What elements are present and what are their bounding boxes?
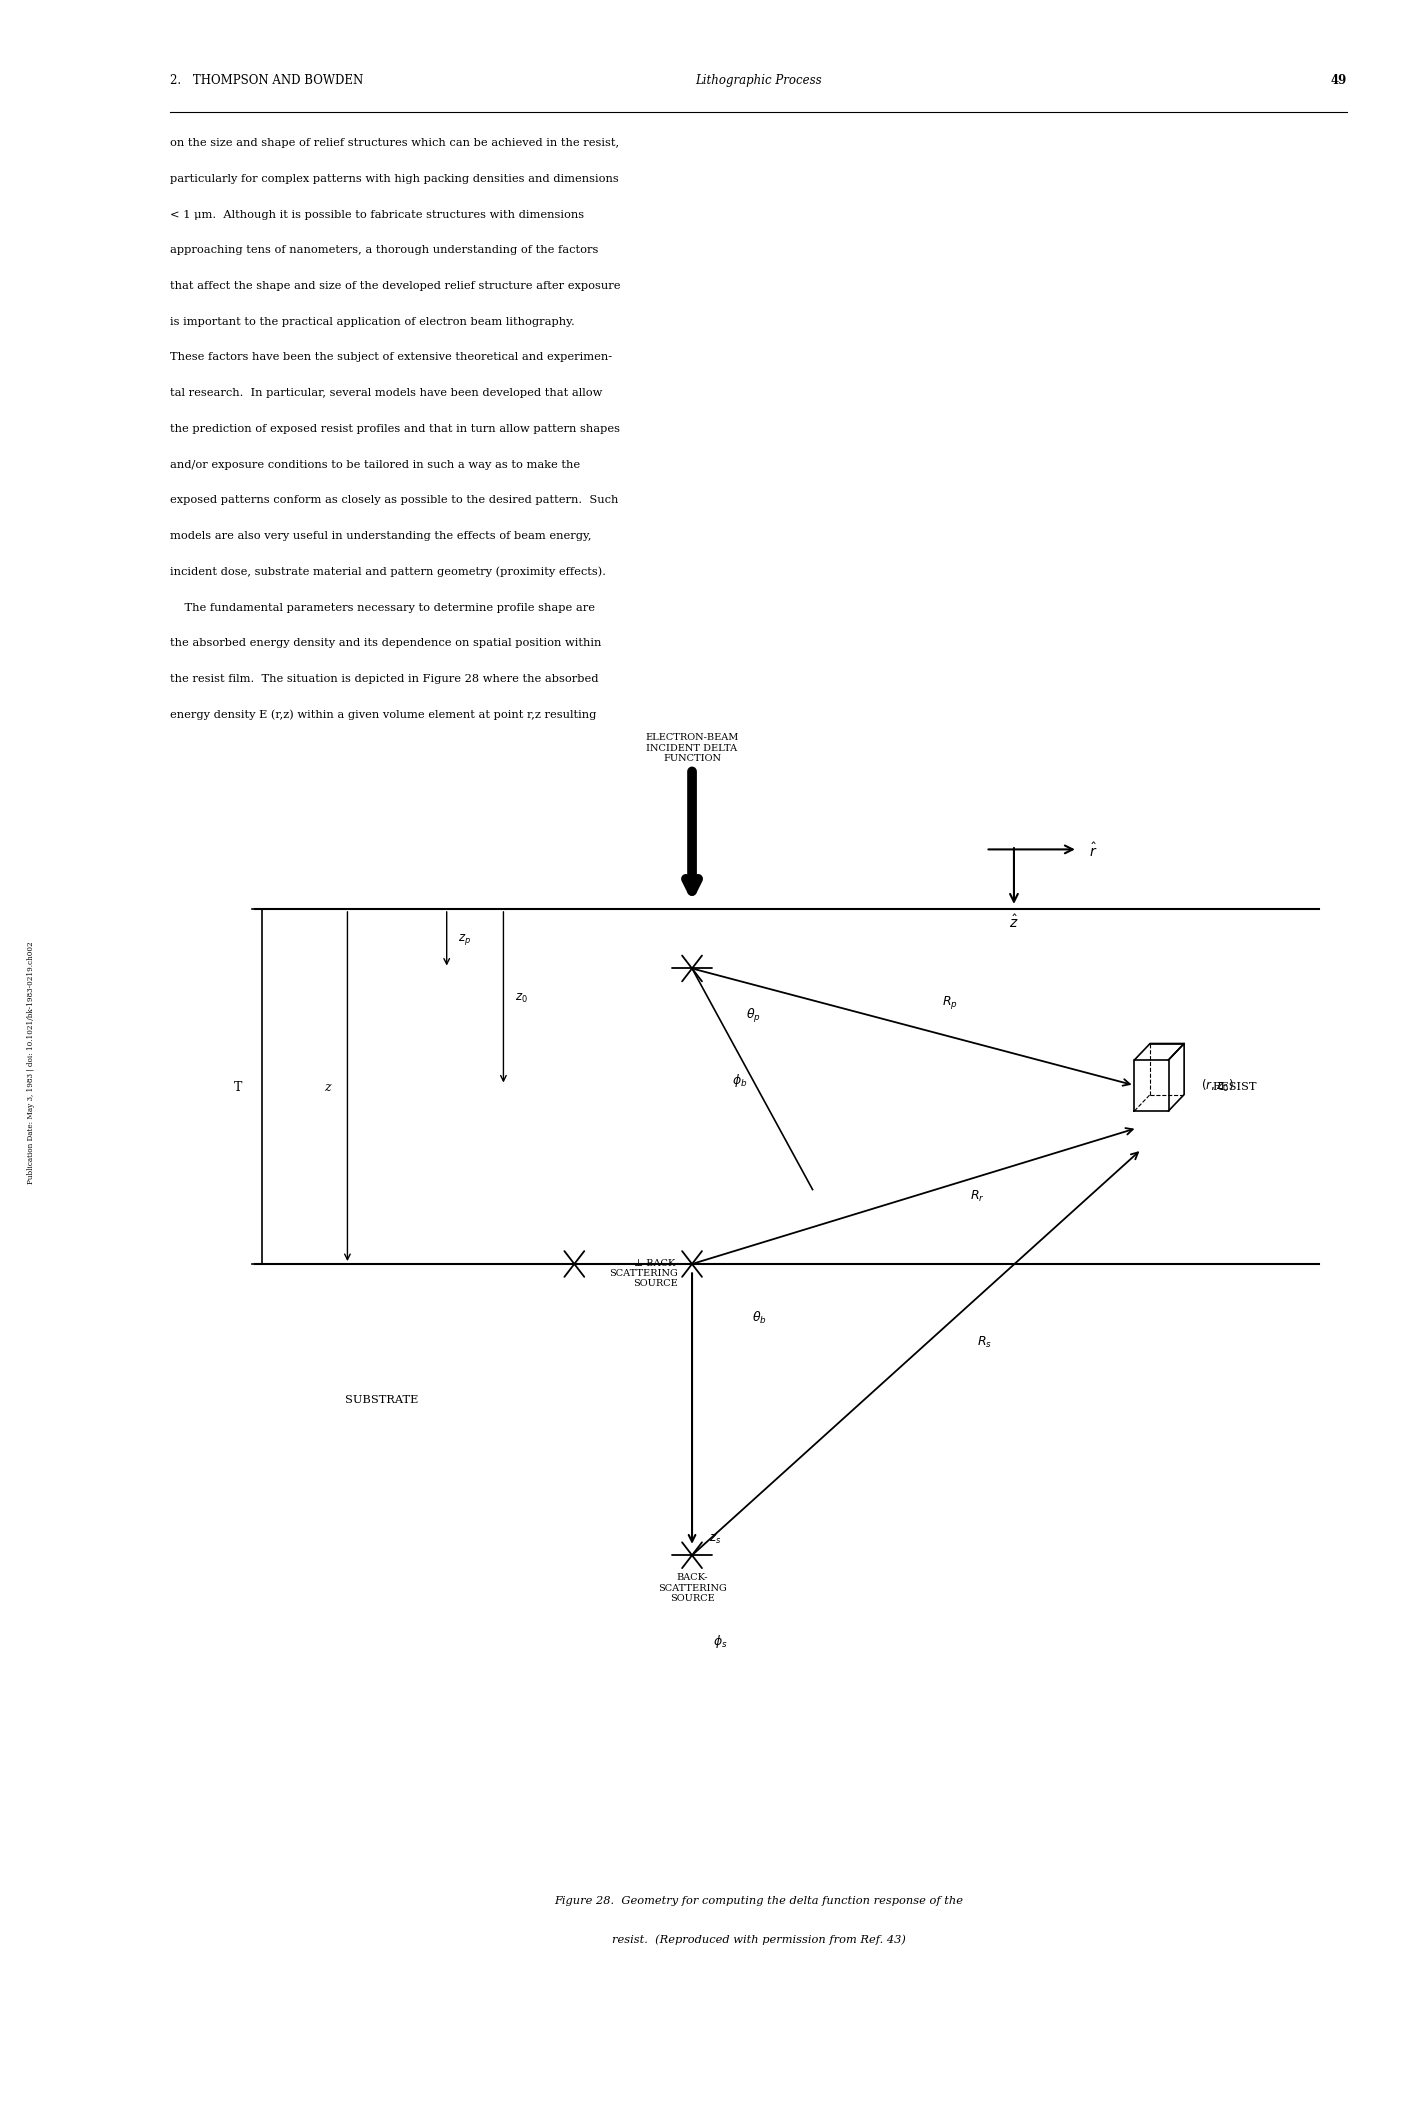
Text: T: T <box>234 1080 242 1094</box>
Text: Figure 28.  Geometry for computing the delta function response of the: Figure 28. Geometry for computing the de… <box>554 1896 963 1906</box>
Text: $R_p$: $R_p$ <box>942 995 957 1009</box>
Text: $R_s$: $R_s$ <box>977 1334 993 1349</box>
Text: $(r,z_0)$: $(r,z_0)$ <box>1201 1077 1234 1094</box>
Text: resist.  (Reproduced with permission from Ref. 43): resist. (Reproduced with permission from… <box>611 1934 906 1944</box>
Text: ELECTRON-BEAM
INCIDENT DELTA
FUNCTION: ELECTRON-BEAM INCIDENT DELTA FUNCTION <box>645 733 739 763</box>
Text: SUBSTRATE: SUBSTRATE <box>345 1394 418 1405</box>
Text: incident dose, substrate material and pattern geometry (proximity effects).: incident dose, substrate material and pa… <box>170 567 605 578</box>
Text: models are also very useful in understanding the effects of beam energy,: models are also very useful in understan… <box>170 531 591 542</box>
Text: $z_0$: $z_0$ <box>515 990 527 1005</box>
Text: < 1 μm.  Although it is possible to fabricate structures with dimensions: < 1 μm. Although it is possible to fabri… <box>170 210 584 219</box>
Text: $\phi_b$: $\phi_b$ <box>732 1071 747 1088</box>
Text: RESIST: RESIST <box>1212 1082 1256 1092</box>
Text: that affect the shape and size of the developed relief structure after exposure: that affect the shape and size of the de… <box>170 280 621 291</box>
Text: $\hat{r}$: $\hat{r}$ <box>1089 842 1098 858</box>
Text: energy density E (r,z) within a given volume element at point r,z resulting: energy density E (r,z) within a given vo… <box>170 710 597 720</box>
Text: the absorbed energy density and its dependence on spatial position within: the absorbed energy density and its depe… <box>170 638 601 648</box>
Text: the resist film.  The situation is depicted in Figure 28 where the absorbed: the resist film. The situation is depict… <box>170 674 598 684</box>
Text: $\phi_s$: $\phi_s$ <box>713 1632 727 1649</box>
Text: $z_p$: $z_p$ <box>458 931 471 948</box>
Text: particularly for complex patterns with high packing densities and dimensions: particularly for complex patterns with h… <box>170 174 618 185</box>
Text: Lithographic Process: Lithographic Process <box>695 74 822 87</box>
Text: $\theta_b$: $\theta_b$ <box>752 1309 766 1326</box>
Text: on the size and shape of relief structures which can be achieved in the resist,: on the size and shape of relief structur… <box>170 138 620 149</box>
Text: $R_r$: $R_r$ <box>970 1188 984 1205</box>
Text: z: z <box>323 1080 330 1094</box>
Text: $z_s$: $z_s$ <box>709 1532 722 1545</box>
Text: ⊥ BACK-
SCATTERING
SOURCE: ⊥ BACK- SCATTERING SOURCE <box>610 1258 678 1288</box>
Text: $\hat{z}$: $\hat{z}$ <box>1010 914 1018 931</box>
Text: the prediction of exposed resist profiles and that in turn allow pattern shapes: the prediction of exposed resist profile… <box>170 423 620 433</box>
Text: tal research.  In particular, several models have been developed that allow: tal research. In particular, several mod… <box>170 389 603 397</box>
Text: and/or exposure conditions to be tailored in such a way as to make the: and/or exposure conditions to be tailore… <box>170 459 580 470</box>
Text: These factors have been the subject of extensive theoretical and experimen-: These factors have been the subject of e… <box>170 353 613 363</box>
Text: The fundamental parameters necessary to determine profile shape are: The fundamental parameters necessary to … <box>170 601 596 612</box>
Text: 2. THOMPSON AND BOWDEN: 2. THOMPSON AND BOWDEN <box>170 74 363 87</box>
Text: 49: 49 <box>1332 74 1347 87</box>
Text: is important to the practical application of electron beam lithography.: is important to the practical applicatio… <box>170 317 574 327</box>
Text: BACK-
SCATTERING
SOURCE: BACK- SCATTERING SOURCE <box>658 1572 726 1602</box>
Text: approaching tens of nanometers, a thorough understanding of the factors: approaching tens of nanometers, a thorou… <box>170 244 598 255</box>
Text: Publication Date: May 3, 1983 | doi: 10.1021/bk-1983-0219.ch002: Publication Date: May 3, 1983 | doi: 10.… <box>27 941 35 1184</box>
Text: $\theta_p$: $\theta_p$ <box>746 1007 760 1024</box>
Text: exposed patterns conform as closely as possible to the desired pattern.  Such: exposed patterns conform as closely as p… <box>170 495 618 506</box>
